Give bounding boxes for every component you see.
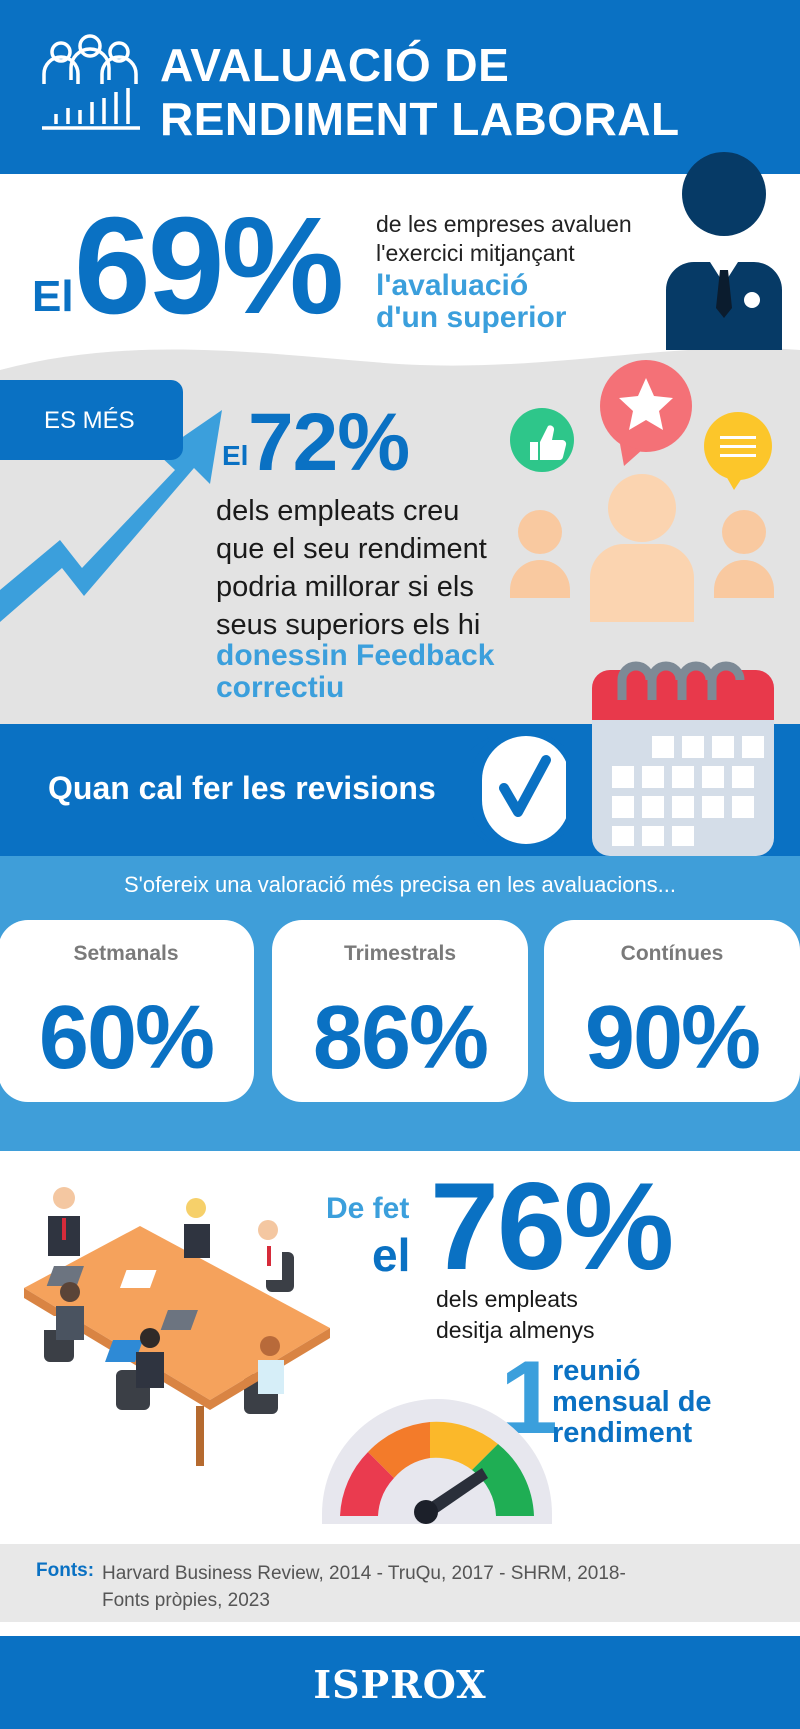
card-label: Trimestrals	[343, 942, 457, 965]
star-bubble-icon	[600, 360, 692, 466]
stat2-text: dels empleats creu que el seu rendiment …	[216, 492, 516, 644]
gauge-icon	[322, 1399, 552, 1524]
stat3-text-line: desitja almenys	[436, 1317, 595, 1343]
stat2-highlight-line: correctiu	[216, 671, 345, 704]
stat3-highlight: reunió mensual de rendiment	[552, 1356, 712, 1449]
stat1-highlight-line: d'un superior	[376, 301, 567, 334]
stat2-text-line: dels empleats creu	[216, 495, 460, 527]
stat3-highlight-line: rendiment	[552, 1417, 693, 1449]
card-value: 86%	[312, 988, 489, 1088]
stat3-text: dels empleats desitja almenys	[436, 1284, 595, 1346]
card-weekly: Setmanals 60%	[0, 920, 254, 1102]
stat1-text-line: l'exercici mitjançant	[376, 240, 575, 266]
es-mes-badge: ES MÉS	[0, 380, 183, 460]
businessman-icon	[666, 152, 782, 350]
stat3-prefix1: De fet	[326, 1192, 410, 1225]
stat2-highlight-line: donessin Feedback	[216, 639, 495, 672]
stat2-text-line: seus superiors els hi	[216, 609, 481, 641]
stat1-highlight-line: l'avaluació	[376, 269, 529, 302]
stat1-text-line: de les empreses avaluen	[376, 211, 632, 237]
footer-banner	[0, 1636, 800, 1729]
stat3-highlight-line: mensual de	[552, 1386, 712, 1418]
stat2-value: 72%	[248, 397, 410, 488]
revisions-subtitle: S'ofereix una valoració més precisa en l…	[123, 872, 677, 897]
thumbs-up-icon	[510, 408, 574, 472]
sources-line: Harvard Business Review, 2014 - TruQu, 2…	[102, 1563, 626, 1584]
stat3-highlight-line: reunió	[552, 1355, 641, 1387]
header-banner: AVALUACIÓ DE RENDIMENT LABORAL	[0, 0, 800, 174]
stat1-text: de les empreses avaluen l'exercici mitja…	[376, 210, 632, 268]
stat2-highlight: donessin Feedback correctiu	[216, 640, 494, 704]
team-chart-icon	[42, 34, 140, 130]
growth-arrow-icon	[0, 410, 222, 622]
title-line-2: RENDIMENT LABORAL	[160, 93, 680, 145]
message-bubble-icon	[704, 412, 772, 490]
sources-text: Harvard Business Review, 2014 - TruQu, 2…	[102, 1560, 702, 1614]
checkmark-icon	[470, 724, 588, 856]
revisions-title: Quan cal fer les revisions	[48, 770, 436, 806]
title-line-1: AVALUACIÓ DE	[160, 39, 510, 91]
stat1-prefix: El	[32, 272, 74, 321]
sources-panel	[0, 1544, 800, 1622]
calendar-icon	[592, 661, 774, 856]
sources-line: Fonts pròpies, 2023	[102, 1590, 270, 1611]
stat3-prefix2: el	[372, 1229, 411, 1281]
card-continuous: Contínues 90%	[544, 920, 800, 1102]
people-group-icon	[510, 360, 774, 622]
sources-label: Fonts:	[36, 1560, 95, 1581]
stat3-value: 76%	[430, 1158, 674, 1296]
card-quarterly: Trimestrals 86%	[272, 920, 528, 1102]
stat2-text-line: podria millorar si els	[216, 571, 474, 603]
card-value: 60%	[38, 988, 215, 1088]
stat1-value: 69%	[74, 189, 344, 343]
page-title: AVALUACIÓ DE RENDIMENT LABORAL	[160, 38, 680, 146]
stat2-prefix: El	[222, 440, 249, 471]
meeting-table-icon	[24, 1187, 330, 1466]
stat1-highlight: l'avaluació d'un superior	[376, 270, 566, 334]
stat2-text-line: que el seu rendiment	[216, 533, 487, 565]
card-label: Contínues	[620, 942, 724, 965]
brand-logo[interactable]: ISPROX	[313, 1662, 487, 1707]
card-label: Setmanals	[73, 942, 179, 965]
card-value: 90%	[584, 988, 761, 1088]
stat3-text-line: dels empleats	[436, 1286, 578, 1312]
